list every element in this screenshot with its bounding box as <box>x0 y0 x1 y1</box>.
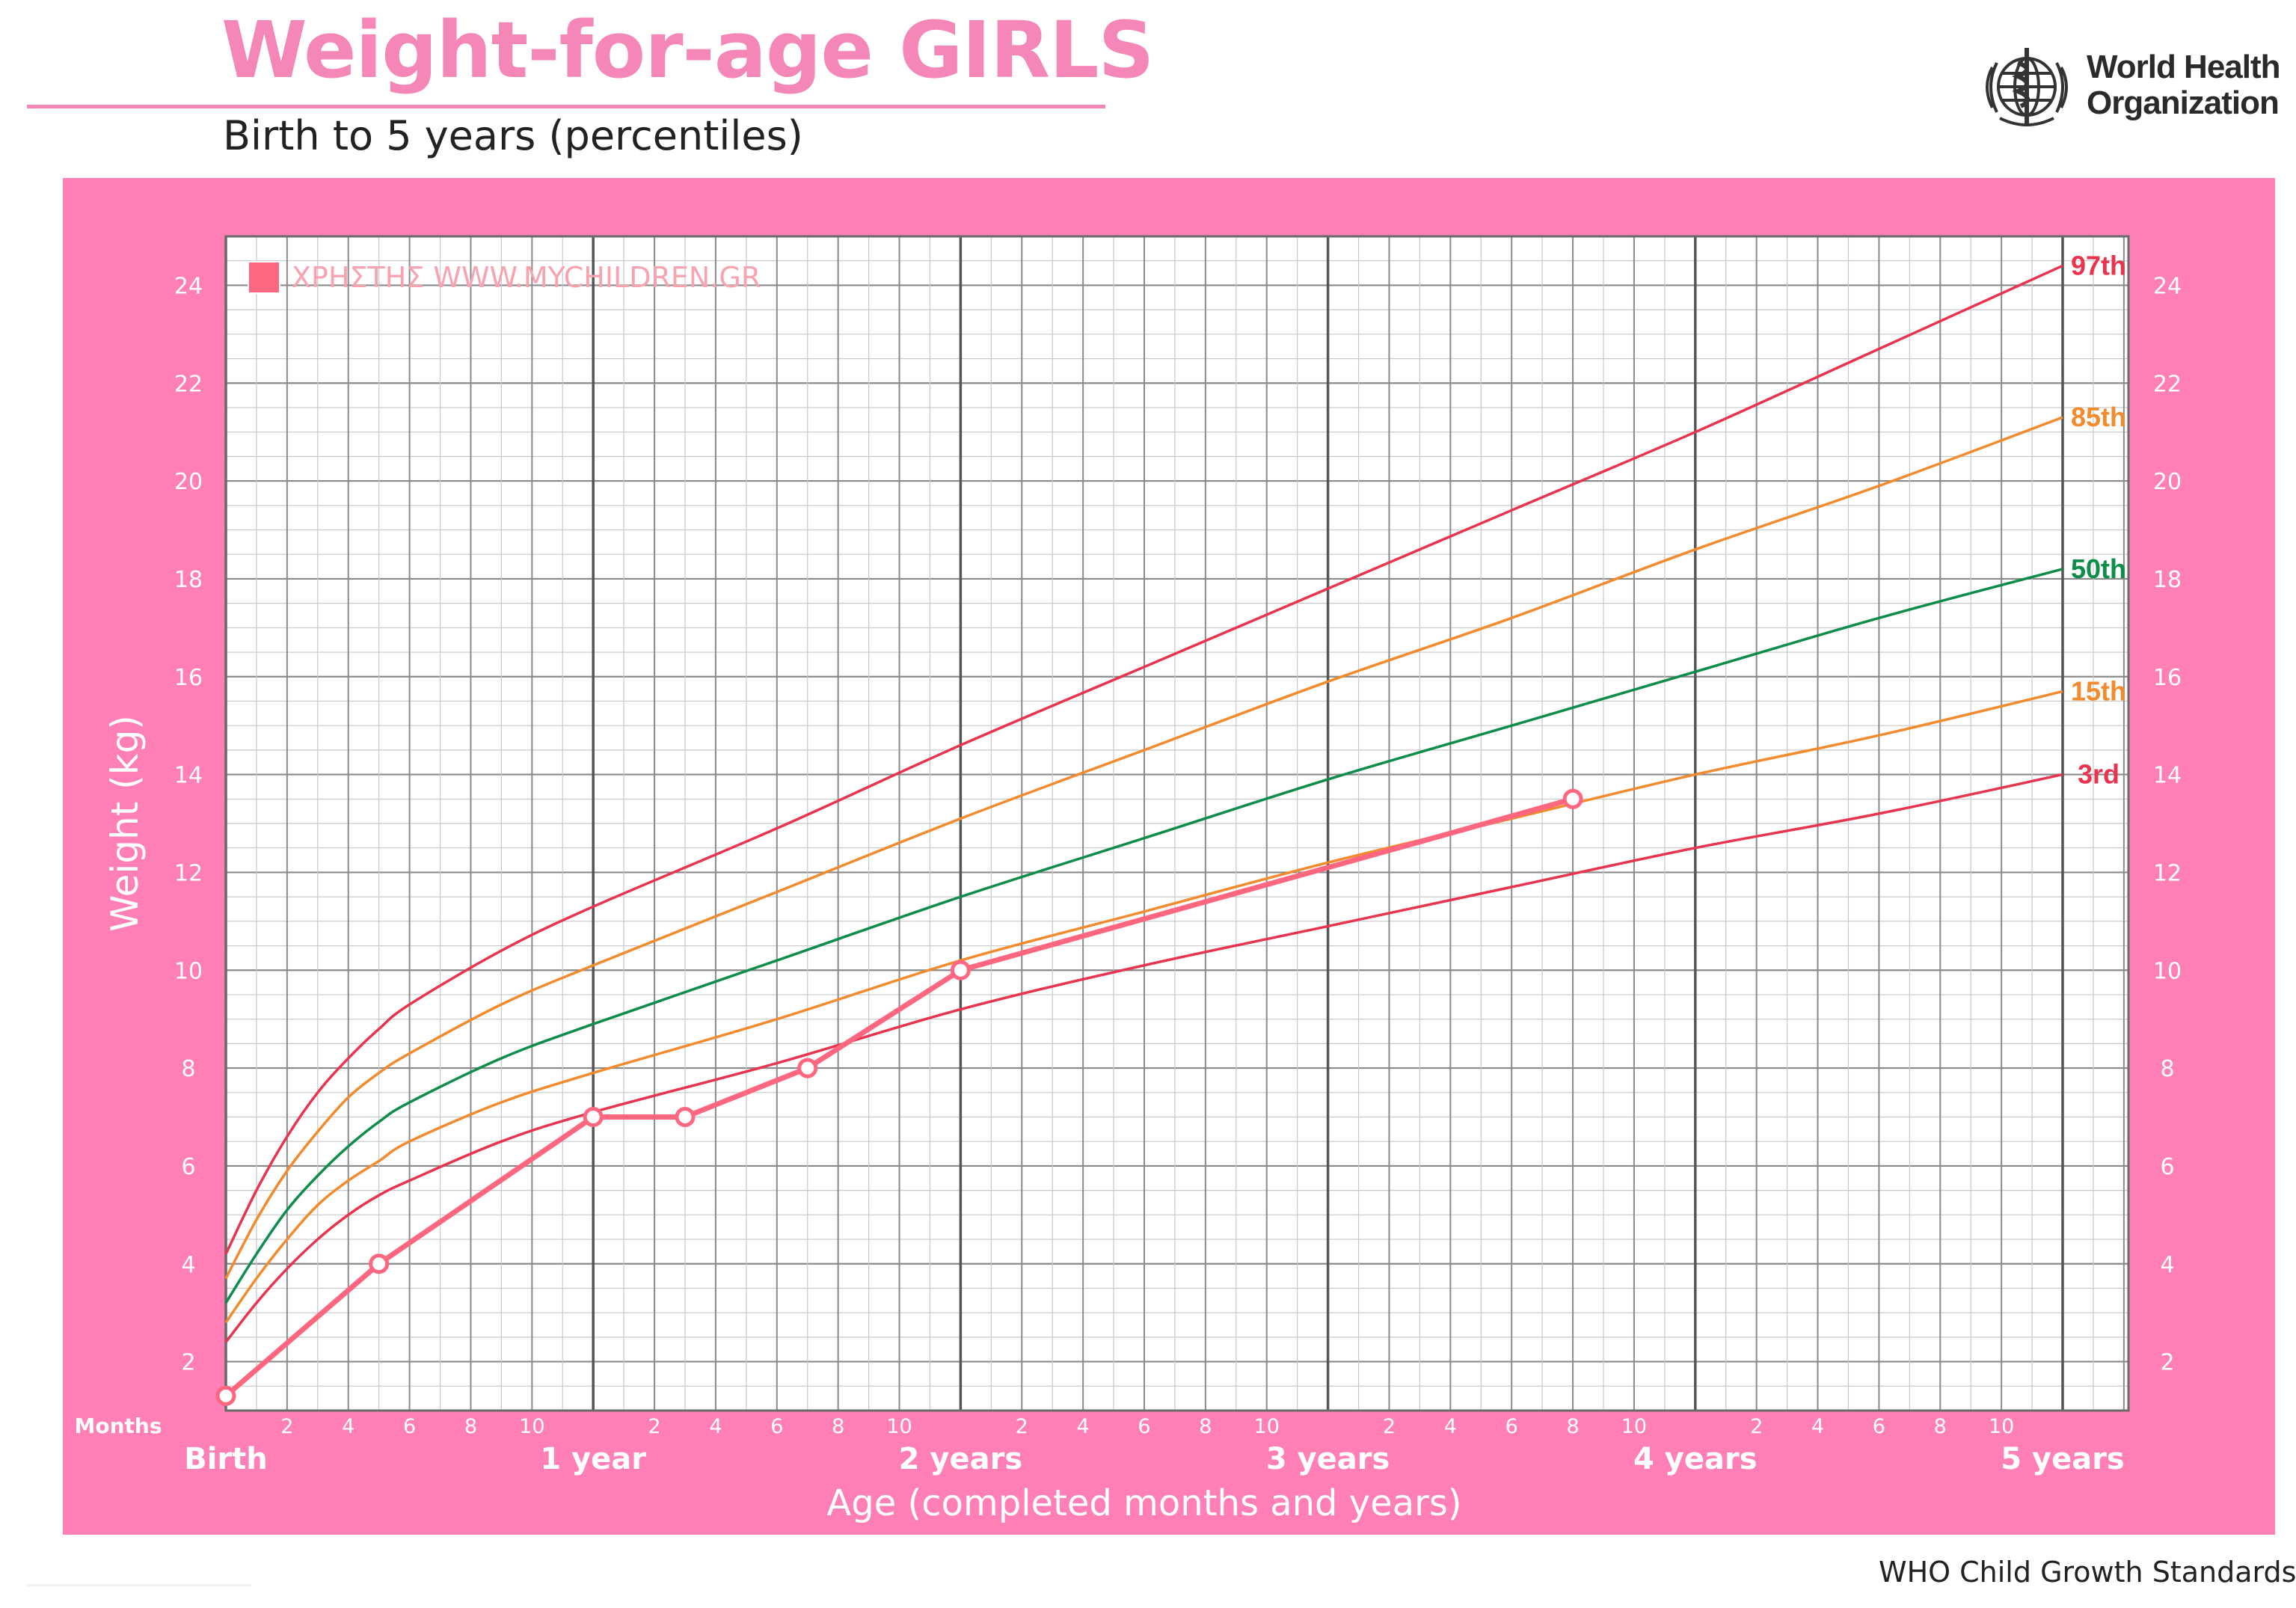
y-tick-label: 4 <box>2160 1252 2174 1278</box>
legend-label: ΧΡΗΣΤΗΣ WWW.MYCHILDREN.GR <box>292 261 761 294</box>
x-month-tick-label: 6 <box>1505 1415 1518 1438</box>
footer-rule <box>27 1584 251 1586</box>
who-emblem-icon <box>1986 48 2068 126</box>
organization-name-line2: Organization <box>2087 85 2280 121</box>
percentile-curve-3rd <box>224 773 2063 1343</box>
y-tick-label: 8 <box>2160 1056 2174 1082</box>
child-measurement-point <box>215 1385 236 1406</box>
x-year-label: 4 years <box>1633 1442 1758 1476</box>
x-month-tick-label: 10 <box>1621 1415 1647 1438</box>
title-underline <box>27 105 1105 108</box>
y-tick-label: 20 <box>2153 469 2182 495</box>
y-tick-label: 22 <box>174 371 203 397</box>
y-tick-label: 6 <box>181 1154 195 1180</box>
x-month-tick-label: 4 <box>1077 1415 1090 1438</box>
y-tick-label: 14 <box>174 763 203 789</box>
y-tick-label: 12 <box>174 860 203 886</box>
x-axis-unit-label: Months <box>74 1414 162 1438</box>
percentile-curve-15th <box>224 690 2063 1324</box>
y-tick-label: 16 <box>174 665 203 691</box>
percentile-labels: 97th 85th 50th 15th 3rd <box>2071 250 2126 789</box>
percentile-curve-97th <box>224 264 2063 1255</box>
child-measurements <box>215 788 1583 1406</box>
chart-legend: ΧΡΗΣΤΗΣ WWW.MYCHILDREN.GR <box>248 261 761 294</box>
x-month-tick-label: 4 <box>709 1415 722 1438</box>
percentile-label-3rd: 3rd <box>2078 759 2119 790</box>
x-year-labels: Birth 1 year 2 years 3 years 4 years 5 years <box>184 1442 2125 1476</box>
x-month-tick-label: 6 <box>1138 1415 1150 1438</box>
percentile-curves <box>224 264 2063 1343</box>
y-tick-label: 8 <box>181 1056 195 1082</box>
x-month-tick-label: 10 <box>1989 1415 2014 1438</box>
percentile-curve-85th <box>224 416 2063 1280</box>
y-tick-label: 12 <box>2153 860 2182 886</box>
x-month-tick-label: 6 <box>1873 1415 1885 1438</box>
x-month-tick-label: 2 <box>1016 1415 1028 1438</box>
y-tick-label: 6 <box>2160 1154 2174 1180</box>
plot-border <box>224 235 2130 1412</box>
x-month-tick-label: 6 <box>403 1415 416 1438</box>
y-axis-label: Weight (kg) <box>103 715 147 932</box>
x-year-label: Birth <box>184 1442 268 1476</box>
x-year-label: 1 year <box>540 1442 646 1476</box>
child-measurement-point <box>950 960 971 981</box>
x-month-tick-label: 2 <box>1383 1415 1396 1438</box>
y-tick-label: 22 <box>2153 371 2182 397</box>
legend-swatch <box>248 261 280 294</box>
x-month-tick-label: 8 <box>1199 1415 1212 1438</box>
organization-name: World Health Organization <box>2087 49 2281 121</box>
x-month-tick-label: 2 <box>648 1415 660 1438</box>
organization-name-line1: World Health <box>2087 49 2281 85</box>
child-measurement-point <box>675 1107 696 1127</box>
weight-for-age-chart: 2468101214161820222424681012141618202224… <box>74 235 2182 1524</box>
x-month-tick-label: 4 <box>1811 1415 1824 1438</box>
percentile-label-15th: 15th <box>2071 675 2126 706</box>
y-tick-label: 10 <box>2153 958 2182 984</box>
x-month-tick-labels: 2 4 6 8 10 2 4 6 8 10 2 4 6 8 10 2 4 6 8 10 2 4 6 8 10 <box>280 1415 2014 1438</box>
child-measurement-point <box>1562 788 1583 809</box>
x-month-tick-label: 4 <box>342 1415 354 1438</box>
x-month-tick-label: 8 <box>464 1415 477 1438</box>
x-month-tick-label: 10 <box>519 1415 544 1438</box>
y-tick-label: 16 <box>2153 665 2182 691</box>
child-measurement-point <box>583 1107 604 1127</box>
grid <box>224 236 2128 1411</box>
x-month-tick-label: 6 <box>770 1415 783 1438</box>
x-month-tick-label: 2 <box>1750 1415 1763 1438</box>
x-month-tick-label: 10 <box>886 1415 912 1438</box>
percentile-curve-50th <box>224 568 2063 1304</box>
child-measurement-point <box>797 1058 818 1078</box>
x-month-tick-label: 10 <box>1254 1415 1280 1438</box>
x-month-tick-label: 4 <box>1444 1415 1457 1438</box>
x-year-label: 5 years <box>2001 1442 2125 1476</box>
chart-panel: 2 4 6 8 10 12 14 16 18 20 22 24 2 4 6 8 10 12 14 16 18 20 22 24… <box>63 178 2275 1535</box>
y-tick-label: 24 <box>174 273 203 299</box>
x-month-tick-label: 8 <box>1566 1415 1579 1438</box>
y-tick-label: 18 <box>2153 567 2182 593</box>
percentile-label-50th: 50th <box>2071 553 2126 584</box>
x-year-label: 3 years <box>1266 1442 1390 1476</box>
x-month-tick-label: 8 <box>832 1415 844 1438</box>
y-tick-label: 4 <box>181 1252 195 1278</box>
y-tick-label: 18 <box>174 567 203 593</box>
x-month-tick-label: 8 <box>1934 1415 1947 1438</box>
child-measurement-point <box>369 1253 390 1274</box>
percentile-label-85th: 85th <box>2071 402 2126 432</box>
x-year-label: 2 years <box>899 1442 1023 1476</box>
y-tick-label: 10 <box>174 958 203 984</box>
y-tick-label: 2 <box>181 1350 195 1376</box>
y-tick-label: 20 <box>174 469 203 495</box>
y-tick-label: 14 <box>2153 763 2182 789</box>
footer-credit: WHO Child Growth Standards <box>1879 1556 2296 1589</box>
y-tick-label: 24 <box>2153 273 2182 299</box>
x-month-tick-label: 2 <box>280 1415 293 1438</box>
page-title: Weight-for-age GIRLS <box>221 4 1154 96</box>
percentile-label-97th: 97th <box>2071 250 2126 280</box>
y-tick-label: 2 <box>2160 1350 2174 1376</box>
x-axis-label: Age (completed months and years) <box>826 1482 1461 1524</box>
page-subtitle: Birth to 5 years (percentiles) <box>223 112 803 159</box>
